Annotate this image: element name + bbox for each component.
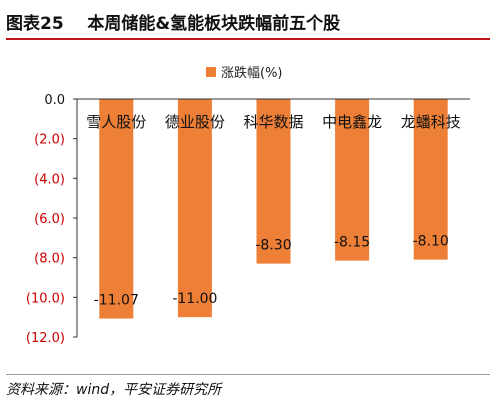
bar <box>177 99 212 318</box>
y-tick-label: (12.0) <box>26 331 65 346</box>
data-label: -8.10 <box>413 234 449 250</box>
title-rule <box>6 38 490 40</box>
bar <box>99 99 134 319</box>
data-label: -8.15 <box>334 235 370 251</box>
category-label: 中电鑫龙 <box>322 113 382 131</box>
footer-rule <box>6 374 490 375</box>
legend-label: 涨跌幅(%) <box>221 65 283 81</box>
category-label: 德业股份 <box>165 113 225 131</box>
figure-header: 图表25 本周储能&氢能板块跌幅前五个股 <box>0 0 495 40</box>
data-label: -11.07 <box>94 293 139 309</box>
figure-title-text: 本周储能&氢能板块跌幅前五个股 <box>87 14 341 34</box>
category-label: 雪人股份 <box>86 113 146 131</box>
figure-label: 图表25 <box>6 14 64 34</box>
y-tick-label: (4.0) <box>34 172 65 187</box>
category-label: 龙蟠科技 <box>401 113 461 131</box>
category-label: 科华数据 <box>243 113 303 131</box>
y-tick-label: (2.0) <box>34 133 65 148</box>
bar <box>335 99 370 261</box>
bar <box>413 99 448 260</box>
y-tick-label: 0.0 <box>44 93 65 108</box>
legend-swatch <box>206 67 216 77</box>
y-tick-label: (6.0) <box>34 212 65 227</box>
y-tick-label: (10.0) <box>26 291 65 306</box>
source-note: 资料来源：wind，平安证券研究所 <box>6 382 222 398</box>
data-label: -11.00 <box>172 291 217 307</box>
figure-title: 图表25 本周储能&氢能板块跌幅前五个股 <box>6 9 340 34</box>
y-tick-label: (8.0) <box>34 252 65 267</box>
data-label: -8.30 <box>255 238 291 254</box>
bar <box>256 99 291 264</box>
